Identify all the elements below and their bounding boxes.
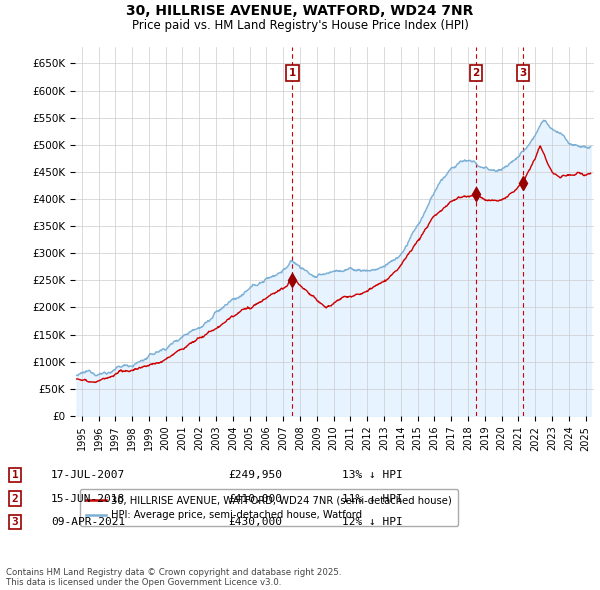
Text: Contains HM Land Registry data © Crown copyright and database right 2025.
This d: Contains HM Land Registry data © Crown c… [6, 568, 341, 587]
Text: 1: 1 [11, 470, 19, 480]
Text: 3: 3 [520, 68, 527, 78]
Text: 09-APR-2021: 09-APR-2021 [51, 517, 125, 527]
Text: Price paid vs. HM Land Registry's House Price Index (HPI): Price paid vs. HM Land Registry's House … [131, 19, 469, 32]
Text: 12% ↓ HPI: 12% ↓ HPI [342, 517, 403, 527]
Text: 11% ↓ HPI: 11% ↓ HPI [342, 494, 403, 503]
Text: 3: 3 [11, 517, 19, 527]
Legend: 30, HILLRISE AVENUE, WATFORD, WD24 7NR (semi-detached house), HPI: Average price: 30, HILLRISE AVENUE, WATFORD, WD24 7NR (… [80, 489, 458, 526]
Text: 2: 2 [11, 494, 19, 503]
Text: 13% ↓ HPI: 13% ↓ HPI [342, 470, 403, 480]
Text: £249,950: £249,950 [228, 470, 282, 480]
Text: 17-JUL-2007: 17-JUL-2007 [51, 470, 125, 480]
Text: £430,000: £430,000 [228, 517, 282, 527]
Text: 1: 1 [289, 68, 296, 78]
Text: 2: 2 [472, 68, 479, 78]
Text: £410,000: £410,000 [228, 494, 282, 503]
Text: 15-JUN-2018: 15-JUN-2018 [51, 494, 125, 503]
Text: 30, HILLRISE AVENUE, WATFORD, WD24 7NR: 30, HILLRISE AVENUE, WATFORD, WD24 7NR [127, 4, 473, 18]
